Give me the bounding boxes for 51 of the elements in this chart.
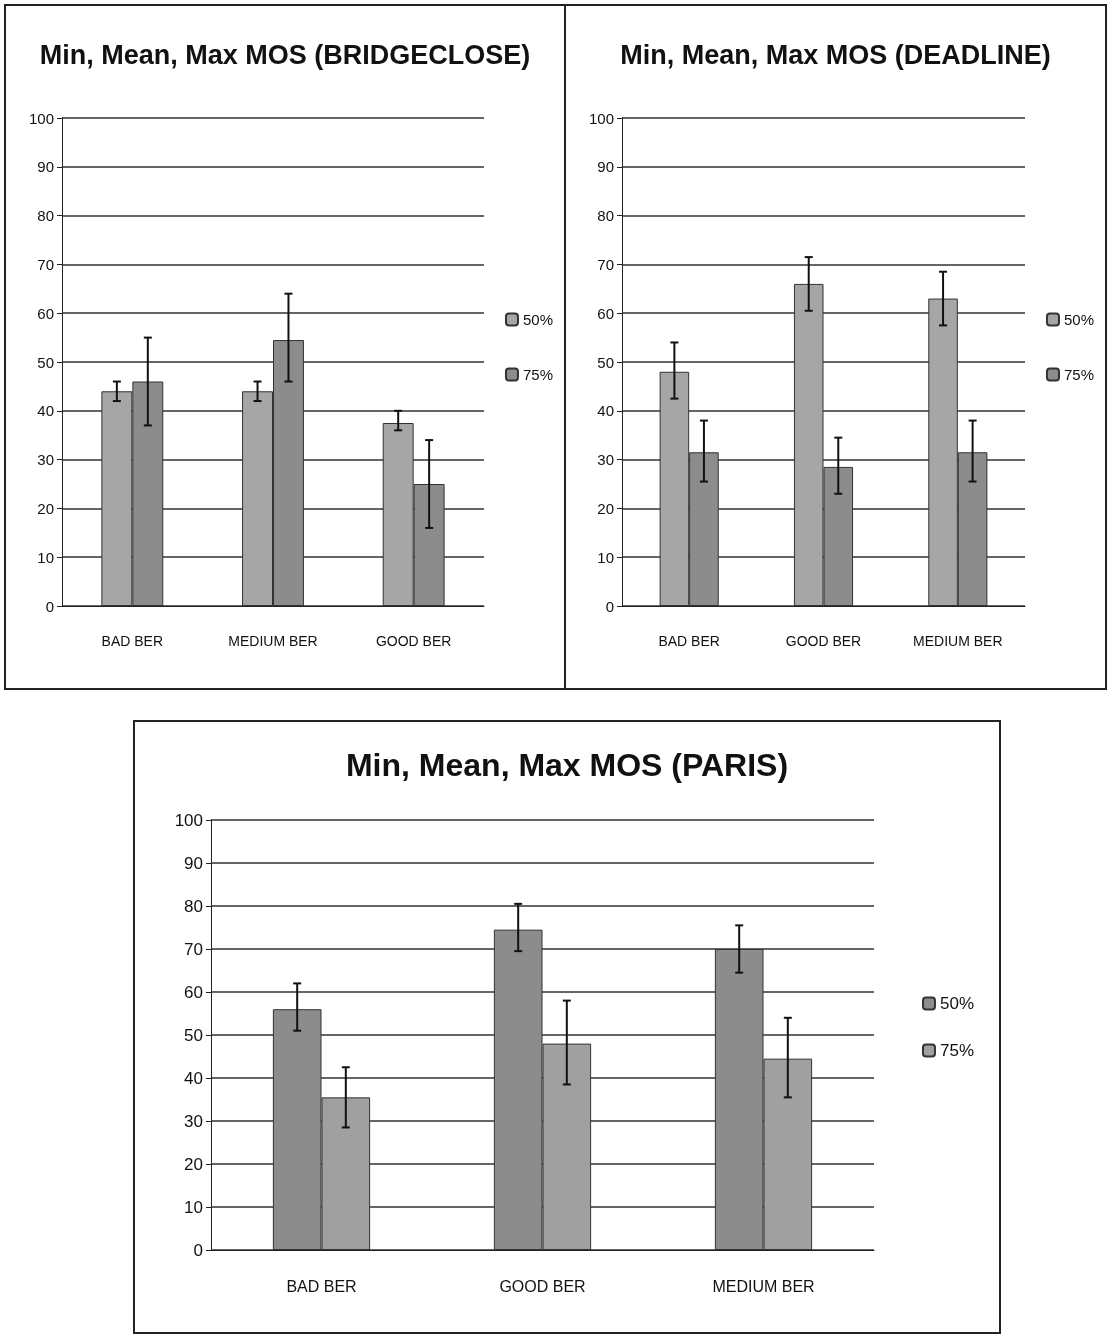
y-tick-label: 100 (174, 810, 203, 830)
x-tick-label: MEDIUM BER (712, 1277, 815, 1295)
x-tick-label: BAD BER (286, 1277, 357, 1295)
x-tick-label: GOOD BER (375, 633, 452, 649)
x-tick-label: BAD BER (101, 633, 164, 649)
y-tick-label: 40 (597, 402, 614, 420)
y-tick-label: 0 (605, 597, 614, 615)
y-tick-label: 10 (597, 548, 614, 566)
chart-title: Min, Mean, Max MOS (DEADLINE) (620, 39, 1051, 70)
y-tick-label: 10 (37, 548, 54, 566)
y-tick-label: 60 (37, 304, 54, 322)
chart-title: Min, Mean, Max MOS (PARIS) (345, 747, 789, 783)
y-tick-label: 70 (184, 939, 203, 959)
legend-label: 50% (522, 311, 554, 328)
y-tick-label: 60 (597, 304, 614, 322)
y-tick-label: 50 (184, 1025, 203, 1045)
x-tick-label: MEDIUM BER (913, 633, 1003, 649)
y-tick-label: 90 (37, 158, 54, 176)
y-tick-label: 90 (597, 158, 614, 176)
y-tick-label: 80 (184, 896, 203, 916)
y-tick-label: 0 (193, 1240, 203, 1260)
legend-label: 75% (522, 366, 554, 383)
y-tick-label: 90 (184, 853, 203, 873)
x-tick-label: BAD BER (658, 633, 720, 649)
legend-label: 75% (1063, 366, 1095, 383)
y-tick-label: 20 (184, 1154, 203, 1174)
y-tick-label: 70 (597, 255, 614, 273)
y-tick-label: 20 (597, 499, 614, 517)
legend-label: 50% (939, 994, 975, 1013)
y-tick-label: 0 (45, 597, 54, 615)
y-tick-label: 40 (184, 1068, 203, 1088)
y-tick-label: 20 (37, 499, 54, 517)
y-tick-label: 100 (28, 109, 54, 127)
y-tick-label: 30 (597, 451, 614, 469)
y-tick-label: 50 (37, 353, 54, 371)
y-tick-label: 50 (597, 353, 614, 371)
y-tick-label: 10 (184, 1197, 203, 1217)
legend-label: 50% (1063, 311, 1095, 328)
y-tick-label: 70 (37, 255, 54, 273)
y-tick-label: 100 (588, 109, 614, 127)
legend-label: 75% (939, 1041, 975, 1060)
y-tick-label: 80 (37, 207, 54, 225)
y-tick-label: 80 (597, 207, 614, 225)
y-tick-label: 40 (37, 402, 54, 420)
x-tick-label: GOOD BER (785, 633, 862, 649)
y-tick-label: 60 (184, 982, 203, 1002)
x-tick-label: GOOD BER (499, 1277, 586, 1295)
chart-title: Min, Mean, Max MOS (BRIDGECLOSE) (39, 39, 531, 70)
y-tick-label: 30 (184, 1111, 203, 1131)
y-tick-label: 30 (37, 451, 54, 469)
x-tick-label: MEDIUM BER (228, 633, 318, 649)
